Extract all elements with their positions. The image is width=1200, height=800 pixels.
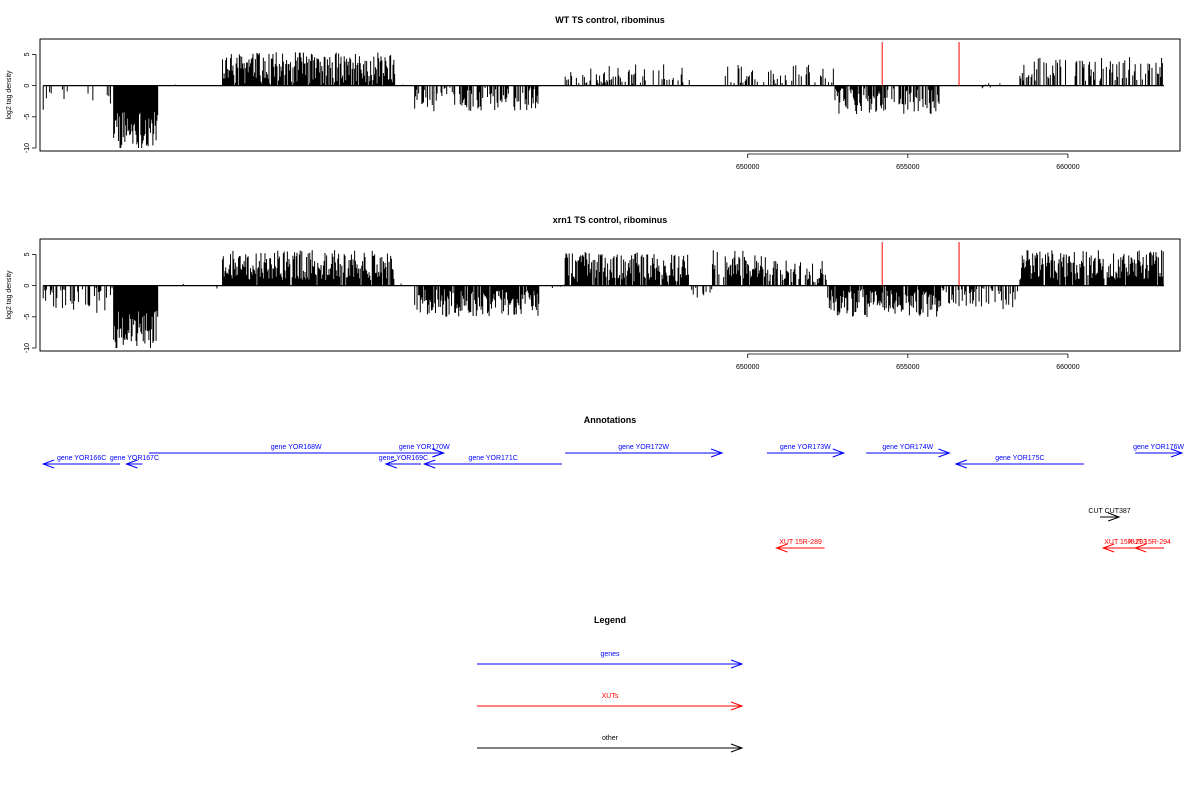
- density-bars: [42, 52, 1163, 148]
- annotation-feature: gene YOR170W: [399, 444, 450, 458]
- annotation-feature: gene YOR174W: [866, 444, 951, 458]
- wt-track-x-axis: 650000 655000 660000: [736, 153, 1080, 171]
- xrn1-track-plot-frame: [39, 238, 1181, 352]
- feature-label: gene YOR166C: [57, 455, 106, 462]
- feature-arrow-head: [124, 459, 138, 469]
- legend-label: other: [602, 735, 619, 742]
- legend-arrow-head: [730, 659, 744, 669]
- feature-arrow-head: [432, 448, 445, 458]
- feature-arrow-head: [954, 459, 968, 469]
- y-tick-label: 0: [24, 284, 31, 288]
- feature-label: gene YOR170W: [399, 444, 450, 451]
- wt-track-y-axis: -10 -5 0 5: [24, 52, 37, 153]
- feature-arrow-head: [710, 448, 724, 458]
- y-tick-label: -5: [24, 114, 31, 120]
- y-tick-label: 5: [24, 252, 31, 256]
- annotation-feature: XUT 15R-294: [1128, 539, 1171, 553]
- x-tick-label: 655000: [896, 364, 919, 371]
- y-tick-label: 0: [24, 84, 31, 88]
- annotation-feature: gene YOR169C: [379, 455, 428, 469]
- y-tick-label: -5: [24, 314, 31, 320]
- feature-label: XUT 15R-293: [1104, 539, 1147, 546]
- annotation-feature: gene YOR175C: [954, 455, 1084, 469]
- xrn1-track-ylabel: log2 tag density: [6, 270, 13, 320]
- x-tick-label: 660000: [1056, 364, 1079, 371]
- annotations-title: Annotations: [584, 415, 637, 425]
- annotations-panel: Annotations gene YOR166C gene YOR167Cgene…: [41, 415, 1184, 553]
- feature-label: gene YOR173W: [780, 444, 831, 451]
- feature-arrow-head: [41, 459, 55, 469]
- feature-arrow-head: [1101, 543, 1115, 553]
- y-tick-label: -10: [24, 343, 31, 353]
- feature-label: XUT 15R-289: [779, 539, 822, 546]
- legend-item: XUTs: [477, 693, 744, 711]
- annotation-feature: gene YOR171C: [422, 455, 562, 469]
- feature-arrow-head: [938, 448, 951, 458]
- feature-label: XUT 15R-294: [1128, 539, 1171, 546]
- feature-arrow-head: [1170, 448, 1184, 458]
- xrn1-track-title: xrn1 TS control, ribominus: [553, 215, 668, 225]
- feature-label: gene YOR171C: [468, 455, 517, 462]
- feature-label: gene YOR174W: [882, 444, 933, 451]
- annotation-feature: CUT CUT387: [1088, 508, 1131, 522]
- feature-arrow-head: [384, 459, 398, 469]
- legend-label: genes: [600, 651, 620, 658]
- annotation-feature: gene YOR176W: [1133, 444, 1184, 458]
- feature-label: CUT CUT387: [1088, 508, 1130, 515]
- annotation-features: gene YOR166C gene YOR167C gene YOR168W gene…: [41, 444, 1184, 553]
- wt-track-ylabel: log2 tag density: [6, 70, 13, 120]
- feature-label: gene YOR176W: [1133, 444, 1184, 451]
- feature-arrow-head: [1133, 543, 1147, 553]
- wt-track-plot-frame: [39, 38, 1181, 152]
- x-tick-label: 655000: [896, 164, 919, 171]
- wt-track-title: WT TS control, ribominus: [555, 15, 665, 25]
- legend-panel: Legend genes XUTs other: [477, 615, 744, 753]
- density-bars: [42, 250, 1164, 348]
- annotation-feature: gene YOR172W: [565, 444, 724, 458]
- feature-arrow-head: [775, 543, 788, 553]
- x-tick-label: 650000: [736, 364, 759, 371]
- xrn1-track-y-axis: -10 -5 0 5: [24, 252, 37, 353]
- y-tick-label: -10: [24, 143, 31, 153]
- legend-item: genes: [477, 651, 744, 669]
- feature-label: gene YOR175C: [995, 455, 1044, 462]
- x-tick-label: 650000: [736, 164, 759, 171]
- legend-title: Legend: [594, 615, 626, 625]
- xrn1-track-panel: xrn1 TS control, ribominus log2 tag dens…: [6, 215, 1181, 371]
- legend-item: other: [477, 735, 744, 753]
- annotation-feature: gene YOR173W: [766, 444, 846, 458]
- legend-label: XUTs: [602, 693, 619, 700]
- annotation-feature: XUT 15R-289: [775, 539, 825, 553]
- legend-arrow-head: [730, 701, 744, 711]
- feature-label: gene YOR167C: [110, 455, 159, 462]
- legend-arrow-head: [730, 743, 744, 753]
- wt-track-panel: WT TS control, ribominus log2 tag densit…: [6, 15, 1181, 171]
- feature-label: gene YOR169C: [379, 455, 428, 462]
- legend-items: genes XUTs other: [477, 651, 744, 753]
- feature-arrow-head: [1107, 512, 1121, 522]
- feature-arrow-head: [422, 459, 436, 469]
- feature-arrow-head: [832, 448, 846, 458]
- x-tick-label: 660000: [1056, 164, 1079, 171]
- wt-track-marks: [42, 42, 1164, 148]
- xrn1-track-x-axis: 650000 655000 660000: [736, 353, 1080, 371]
- annotation-feature: gene YOR167C: [110, 455, 159, 469]
- xrn1-track-marks: [42, 242, 1164, 348]
- annotation-feature: gene YOR166C: [41, 455, 121, 469]
- y-tick-label: 5: [24, 52, 31, 56]
- feature-label: gene YOR172W: [618, 444, 669, 451]
- feature-label: gene YOR168W: [271, 444, 322, 451]
